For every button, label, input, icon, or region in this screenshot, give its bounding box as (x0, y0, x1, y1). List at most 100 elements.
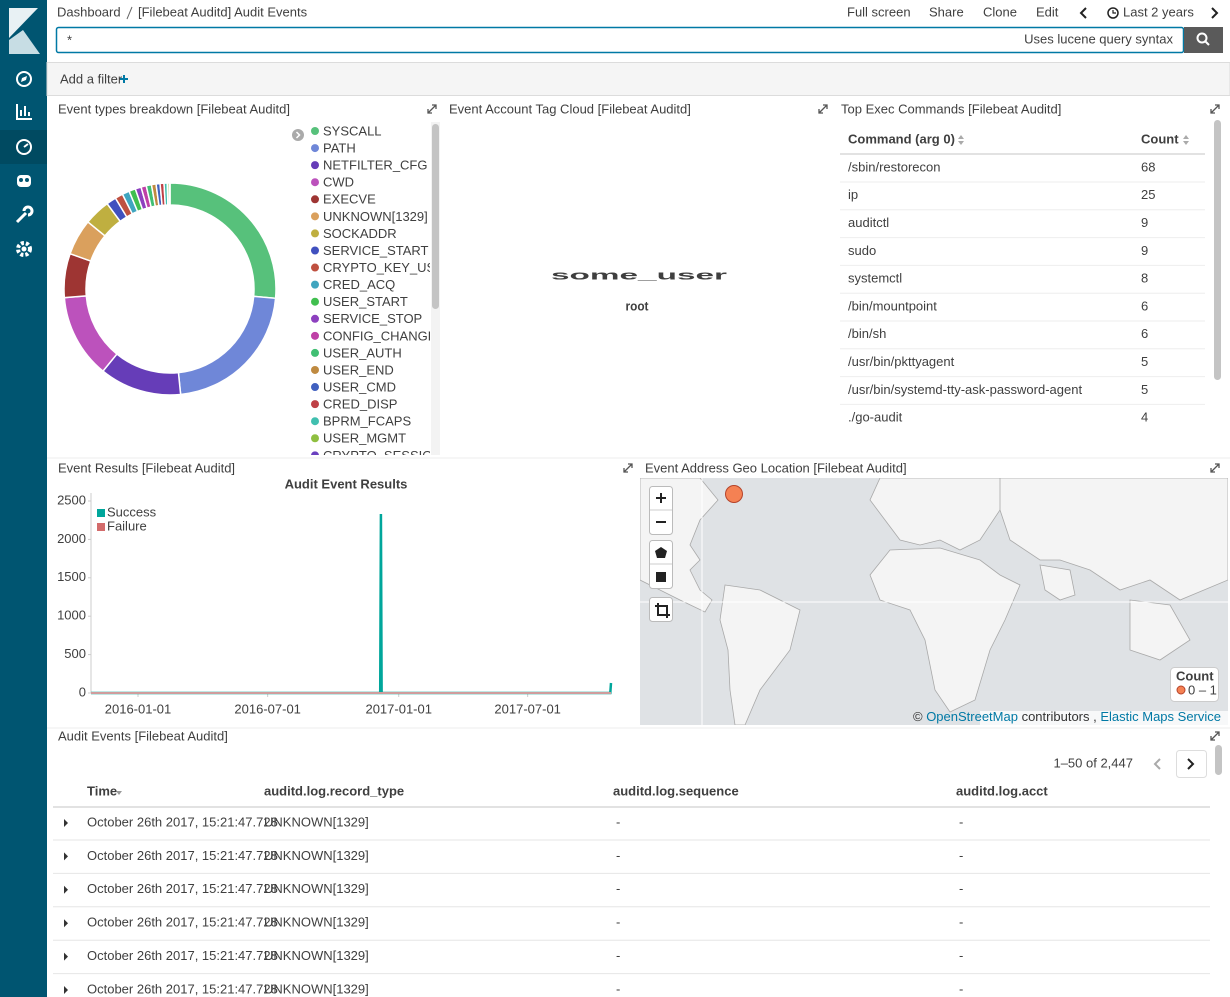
menu-item[interactable]: Clone (983, 4, 1017, 19)
expand-row[interactable] (64, 885, 68, 894)
legend-label[interactable]: CRED_DISP (323, 397, 397, 412)
expand-row[interactable] (64, 852, 68, 861)
tag[interactable]: root (626, 298, 650, 313)
breadcrumb-link[interactable]: Dashboard (57, 4, 121, 19)
expand-icon[interactable] (1210, 104, 1220, 114)
page-next (1187, 758, 1195, 770)
search-button[interactable] (1184, 27, 1223, 53)
column-header[interactable]: auditd.log.sequence (613, 783, 739, 798)
pie-slice[interactable] (101, 353, 182, 396)
query-hint[interactable]: Uses lucene query syntax (1024, 31, 1173, 46)
legend-label[interactable]: PATH (323, 141, 356, 156)
legend-label[interactable]: EXECVE (323, 192, 376, 207)
attribution-part[interactable]: OpenStreetMap (926, 709, 1018, 724)
attribution-part[interactable]: Elastic Maps Service (1100, 709, 1221, 724)
series-line[interactable] (91, 514, 613, 695)
table-cell: UNKNOWN[1329] (264, 814, 369, 829)
query-input[interactable] (55, 26, 1185, 54)
pie-slice[interactable] (177, 295, 277, 396)
expand-row[interactable] (64, 819, 68, 827)
time-range[interactable]: Last 2 years (1123, 4, 1194, 19)
table-cell: 8 (1141, 271, 1148, 286)
table-cell: /usr/bin/pkttyagent (848, 354, 955, 369)
legend-label[interactable]: CONFIG_CHANGE (323, 328, 437, 343)
pie-slice[interactable] (63, 295, 118, 373)
map-land (1129, 599, 1191, 661)
column-header[interactable]: auditd.log.record_type (264, 783, 404, 798)
map-legend-title: Count (1176, 668, 1214, 683)
nav-item[interactable] (16, 71, 32, 87)
legend-label[interactable]: CRYPTO_KEY_USER (323, 260, 453, 275)
legend-label[interactable]: SERVICE_START (323, 243, 429, 258)
legend-label[interactable]: USER_AUTH (323, 345, 402, 360)
y-tick-label: 2500 (57, 492, 86, 507)
nav-icon (21, 246, 27, 252)
nav-item[interactable] (16, 241, 32, 257)
legend-label[interactable]: CRED_ACQ (323, 277, 395, 292)
expand-icon[interactable] (1210, 731, 1220, 741)
legend-swatch (311, 144, 319, 153)
legend-label[interactable]: SOCKADDR (323, 226, 397, 241)
expand-icon[interactable] (1210, 463, 1220, 473)
expand-row[interactable] (64, 986, 68, 994)
pie-slice[interactable] (169, 182, 277, 300)
table-cell: - (959, 948, 963, 963)
expand-icon[interactable] (818, 104, 828, 114)
panel-title: Event types breakdown [Filebeat Auditd] (58, 101, 290, 116)
column-header[interactable]: auditd.log.acct (956, 783, 1048, 798)
legend-label[interactable]: SERVICE_STOP (323, 311, 422, 326)
table-cell: 9 (1141, 215, 1148, 230)
y-tick-label: 2000 (57, 531, 86, 546)
nav-item[interactable] (17, 175, 31, 187)
legend-label[interactable]: UNKNOWN[1329] (323, 209, 428, 224)
legend-label[interactable]: USER_END (323, 362, 394, 377)
add-filter[interactable]: Add a filter (60, 71, 123, 86)
legend-label[interactable]: NETFILTER_CFG (323, 158, 428, 173)
map-marker[interactable] (725, 485, 743, 503)
column-header[interactable]: Command (arg 0) (848, 131, 955, 146)
legend-toggle[interactable] (292, 129, 304, 141)
expand-row[interactable] (64, 952, 68, 961)
legend-label[interactable]: CRYPTO_SESSION (323, 448, 442, 463)
panel-title: Event Results [Filebeat Auditd] (58, 460, 235, 475)
nav-item[interactable] (15, 205, 34, 224)
legend-label[interactable]: USER_START (323, 294, 408, 309)
legend-label[interactable]: BPRM_FCAPS (323, 414, 411, 429)
table-cell: /usr/bin/systemd-tty-ask-password-agent (848, 382, 1082, 397)
menu-item[interactable]: Edit (1036, 4, 1059, 19)
menu-item[interactable]: Full screen (847, 4, 911, 19)
map-land (999, 478, 1228, 601)
expand-icon[interactable] (427, 104, 437, 114)
fit-control[interactable] (649, 597, 673, 622)
tag[interactable]: some_user (551, 267, 727, 282)
y-tick-label: 1000 (57, 608, 86, 623)
legend-swatch (311, 331, 319, 340)
sort-icon (116, 791, 122, 795)
map-legend-swatch (1176, 685, 1186, 695)
table-cell: 25 (1141, 187, 1155, 202)
legend-label[interactable]: USER_CMD (323, 379, 396, 394)
expand-row[interactable] (64, 919, 68, 928)
expand-icon[interactable] (623, 463, 633, 473)
pie-slice[interactable] (168, 182, 171, 206)
y-tick-label: 1500 (57, 569, 86, 584)
column-header[interactable]: Count (1141, 131, 1179, 146)
legend-swatch (311, 229, 319, 238)
menu-item[interactable]: Share (929, 4, 964, 19)
legend-label[interactable]: CWD (323, 175, 354, 190)
nav-item[interactable] (16, 139, 32, 155)
map-attribution: © OpenStreetMap contributors , Elastic M… (913, 709, 1221, 724)
legend-label[interactable]: SYSCALL (323, 123, 382, 138)
page-next-button[interactable] (1176, 750, 1207, 778)
map (640, 478, 1228, 725)
nav-item[interactable] (16, 104, 32, 120)
legend-label[interactable]: Failure (107, 518, 147, 533)
legend-label[interactable]: Success (107, 504, 157, 519)
table-cell: 4 (1141, 410, 1148, 425)
column-header[interactable]: Time (87, 783, 117, 798)
legend-label[interactable]: USER_MGMT (323, 431, 406, 446)
nav-icon (19, 178, 23, 182)
legend-swatch (311, 297, 319, 306)
x-tick-label: 2017-01-01 (365, 701, 432, 716)
table-cell: 6 (1141, 326, 1148, 341)
